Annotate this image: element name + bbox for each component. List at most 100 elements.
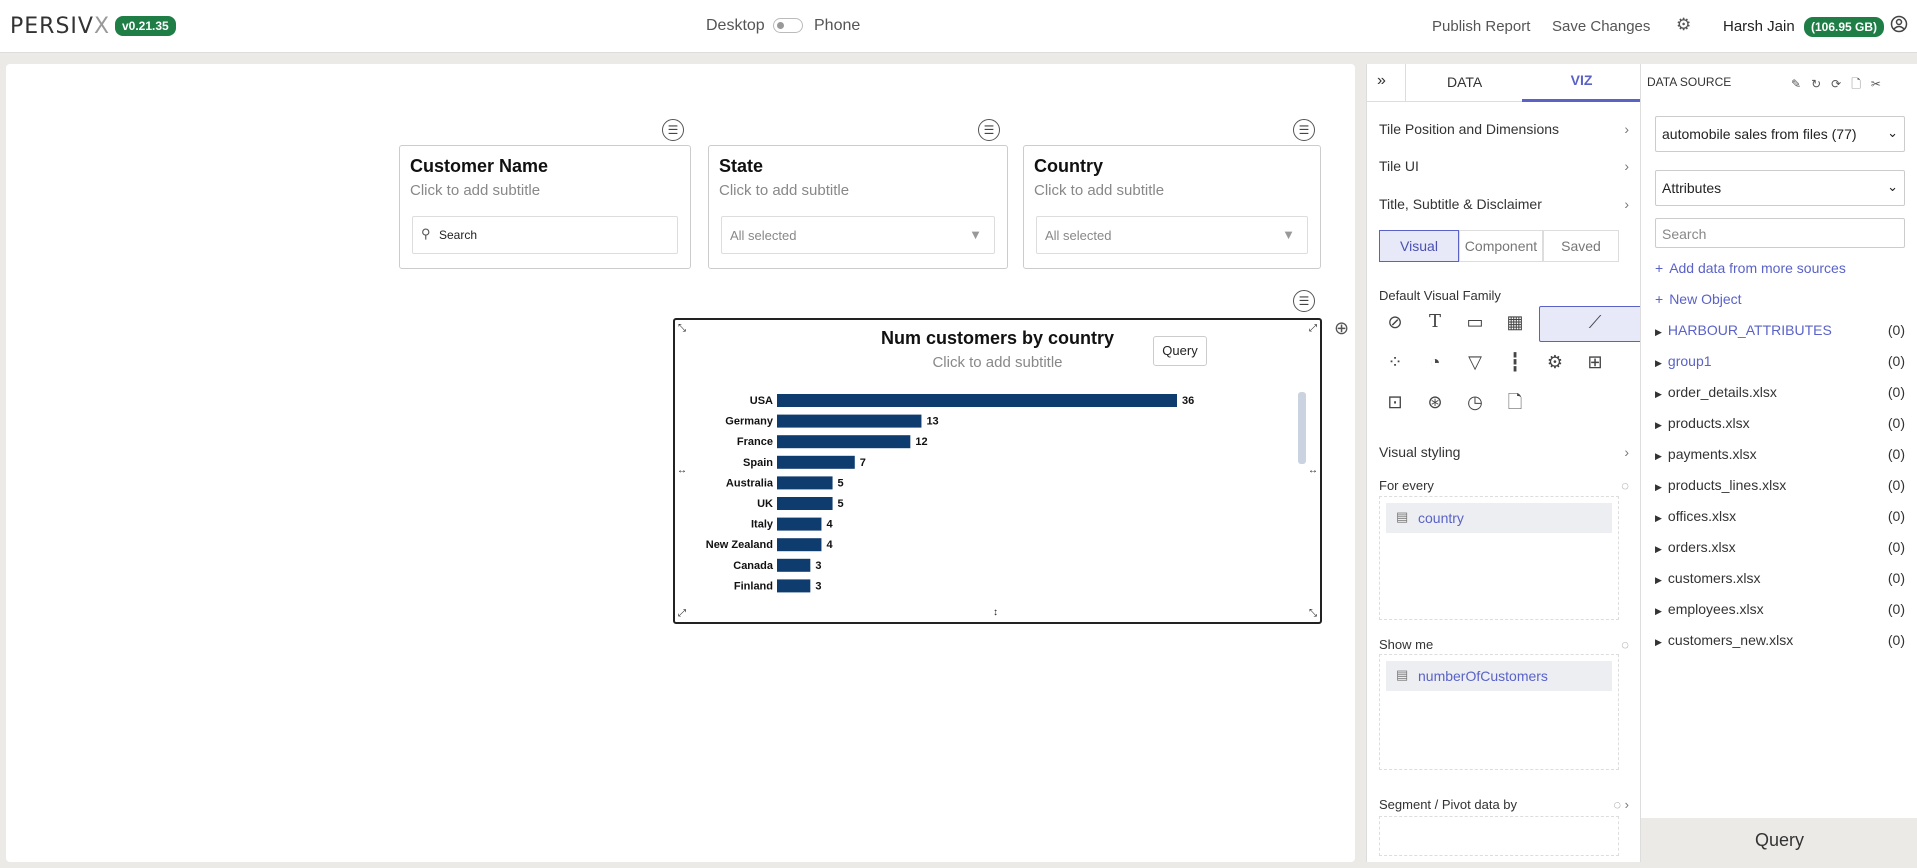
card-icon[interactable]: ▭ — [1466, 312, 1484, 332]
resize-handle-icon[interactable]: ⤡ — [678, 323, 686, 334]
bar[interactable] — [777, 435, 911, 449]
list-item[interactable]: ▶ products_lines.xlsx (0) — [1655, 477, 1905, 493]
field-chip[interactable]: country — [1386, 503, 1612, 533]
resize-handle-icon[interactable]: ↕ — [993, 607, 998, 618]
segment-visual[interactable]: Visual — [1379, 230, 1459, 262]
filter-title[interactable]: State — [719, 156, 764, 176]
bar[interactable] — [777, 455, 855, 469]
segment-dropzone[interactable] — [1379, 816, 1619, 856]
publish-report-button[interactable]: Publish Report — [1432, 18, 1531, 35]
list-item[interactable]: ▶ products.xlsx (0) — [1655, 415, 1905, 431]
chart-title[interactable]: Num customers by country — [880, 328, 1115, 348]
bar[interactable] — [777, 476, 833, 490]
list-item[interactable]: ▶ offices.xlsx (0) — [1655, 508, 1905, 524]
tile-menu-icon[interactable]: ☰ — [1293, 119, 1315, 141]
device-toggle[interactable] — [773, 18, 803, 33]
query-button[interactable]: Query — [1153, 336, 1207, 366]
line-chart-icon[interactable]: ⟋ — [1588, 312, 1602, 332]
query-button[interactable]: Query — [1641, 818, 1917, 862]
list-item[interactable]: ▶ customers_new.xlsx (0) — [1655, 632, 1905, 648]
funnel-icon[interactable]: ▽ — [1468, 352, 1482, 372]
resize-handle-icon[interactable]: ⤢ — [1309, 323, 1317, 334]
document-icon[interactable]: 🗋 — [1851, 77, 1871, 91]
segment-component[interactable]: Component — [1459, 230, 1543, 262]
table-icon[interactable]: ▦ — [1506, 312, 1524, 332]
category-select[interactable]: Attributes ⌄ — [1655, 170, 1905, 206]
data-search-input[interactable]: Search — [1655, 218, 1905, 248]
file-icon[interactable]: 🗋 — [1507, 392, 1523, 412]
filter-tile-customer-name[interactable]: Customer Name Click to add subtitle ⚲ Se… — [399, 145, 691, 269]
list-item[interactable]: ▶ payments.xlsx (0) — [1655, 446, 1905, 462]
scatter-icon[interactable]: ⁘ — [1387, 352, 1403, 372]
tab-viz[interactable]: VIZ — [1522, 64, 1641, 102]
tile-ui-row[interactable]: Tile UI › — [1379, 158, 1629, 174]
sync-icon[interactable]: ⟳ — [1831, 77, 1852, 91]
resize-handle-icon[interactable]: ↔ — [677, 465, 687, 476]
customer-search-input[interactable]: ⚲ Search — [412, 216, 678, 254]
field-chip[interactable]: numberOfCustomers — [1386, 661, 1612, 691]
text-icon[interactable]: T — [1428, 311, 1441, 332]
data-source-select[interactable]: automobile sales from files (77) ⌄ — [1655, 116, 1905, 152]
tile-menu-icon[interactable]: ☰ — [978, 119, 1000, 141]
bar[interactable] — [777, 538, 822, 552]
segment-pivot-row[interactable]: Segment / Pivot data by ◌ › — [1379, 797, 1629, 812]
save-changes-button[interactable]: Save Changes — [1552, 18, 1651, 35]
bar[interactable] — [777, 497, 833, 510]
chart-tile[interactable]: ⤡ ⤢ ⤢ ⤡ ↔ ↔ ↕ Num customers by country C… — [673, 318, 1322, 624]
tile-menu-icon[interactable]: ☰ — [662, 119, 684, 141]
list-item[interactable]: ▶ customers.xlsx (0) — [1655, 570, 1905, 586]
state-select[interactable]: All selected ▼ — [721, 216, 995, 254]
app-logo[interactable]: PERSIVX — [10, 14, 111, 39]
filter-subtitle[interactable]: Click to add subtitle — [1034, 182, 1165, 199]
edit-icon[interactable]: ✎ — [1791, 77, 1812, 91]
list-item[interactable]: ▶ HARBOUR_ATTRIBUTES (0) — [1655, 322, 1905, 338]
filter-tile-state[interactable]: State Click to add subtitle All selected… — [708, 145, 1008, 269]
gauge-icon[interactable]: ◷ — [1467, 392, 1483, 412]
bar[interactable] — [777, 579, 811, 593]
filter-title[interactable]: Country — [1034, 156, 1103, 176]
country-select[interactable]: All selected ▼ — [1036, 216, 1308, 254]
list-item[interactable]: ▶ orders.xlsx (0) — [1655, 539, 1905, 555]
grid-layout-icon[interactable]: ⊞ — [1587, 352, 1603, 372]
user-account-icon[interactable] — [1890, 15, 1908, 38]
bar[interactable] — [777, 394, 1177, 407]
for-every-dropzone[interactable]: country — [1379, 496, 1619, 620]
none-icon[interactable]: ⊘ — [1387, 312, 1403, 332]
resize-handle-icon[interactable]: ⤢ — [678, 608, 686, 619]
segment-saved[interactable]: Saved — [1543, 230, 1619, 262]
list-item[interactable]: ▶ group1 (0) — [1655, 353, 1905, 369]
new-object-link[interactable]: + New Object — [1655, 291, 1742, 307]
bar[interactable] — [777, 414, 922, 428]
settings-dots-icon[interactable]: ◌ — [1621, 478, 1629, 493]
tab-data[interactable]: DATA — [1447, 74, 1483, 90]
network-icon[interactable]: ⊛ — [1427, 392, 1443, 412]
settings-icon[interactable]: ⚙ — [1546, 352, 1564, 372]
filter-subtitle[interactable]: Click to add subtitle — [719, 182, 850, 199]
show-me-dropzone[interactable]: numberOfCustomers — [1379, 654, 1619, 770]
bar[interactable] — [777, 558, 811, 572]
scissors-icon[interactable]: ✂ — [1870, 77, 1891, 91]
add-data-link[interactable]: + Add data from more sources — [1655, 260, 1846, 276]
phone-label[interactable]: Phone — [814, 17, 861, 34]
globe-icon[interactable]: ⊕ — [1334, 318, 1350, 338]
resize-handle-icon[interactable]: ⤡ — [1309, 608, 1317, 619]
refresh-icon[interactable]: ↻ — [1811, 77, 1832, 91]
pie-chart-icon[interactable]: ◔ — [1429, 352, 1441, 372]
resize-handle-icon[interactable]: ↔ — [1308, 465, 1318, 476]
list-item[interactable]: ▶ employees.xlsx (0) — [1655, 601, 1905, 617]
filter-subtitle[interactable]: Click to add subtitle — [410, 182, 541, 199]
tile-menu-icon[interactable]: ☰ — [1293, 290, 1315, 312]
list-item[interactable]: ▶ order_details.xlsx (0) — [1655, 384, 1905, 400]
desktop-label[interactable]: Desktop — [706, 17, 765, 34]
chart-subtitle[interactable]: Click to add subtitle — [932, 354, 1063, 371]
settings-dots-icon[interactable]: ◌ — [1621, 637, 1629, 652]
gear-icon[interactable]: ⚙ — [1676, 15, 1692, 34]
visual-styling-row[interactable]: Visual styling › — [1379, 444, 1629, 460]
map-icon[interactable]: ⊡ — [1387, 392, 1403, 412]
bar[interactable] — [777, 517, 822, 531]
tile-position-row[interactable]: Tile Position and Dimensions › — [1379, 121, 1629, 137]
title-subtitle-row[interactable]: Title, Subtitle & Disclaimer › — [1379, 196, 1629, 212]
chart-scrollbar[interactable] — [1298, 392, 1306, 464]
candlestick-icon[interactable]: ┇ — [1509, 352, 1521, 372]
collapse-panel-icon[interactable]: » — [1377, 72, 1386, 89]
